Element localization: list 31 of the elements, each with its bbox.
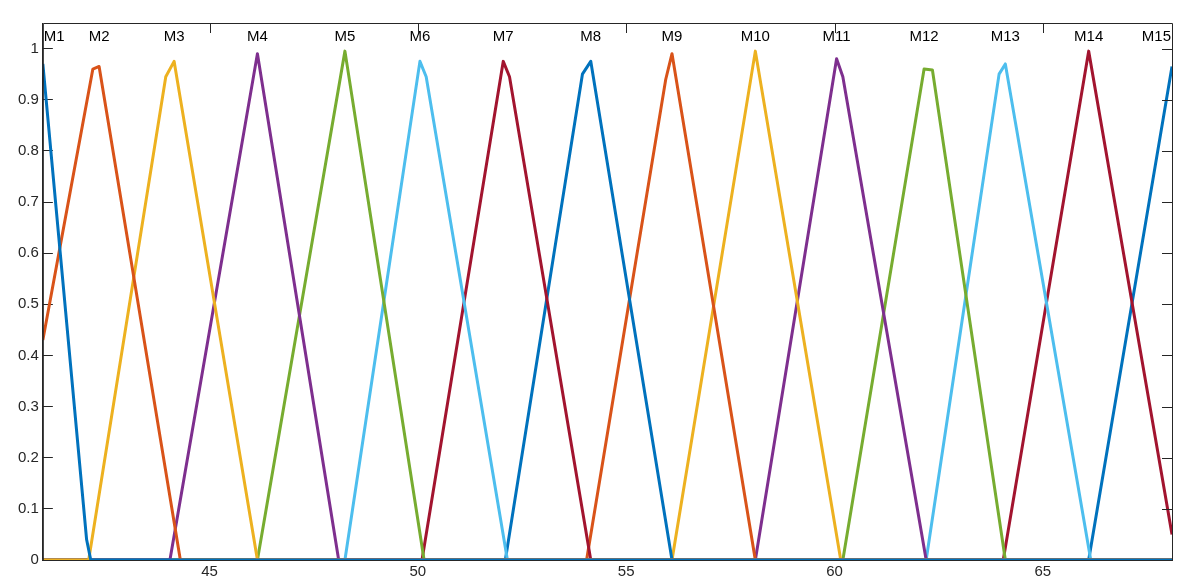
y-tick-label: 0.2 (17, 447, 39, 465)
series-label: M10 (740, 27, 770, 45)
series-label: M15 (1141, 27, 1172, 45)
series-label: M5 (334, 27, 356, 45)
series-label: M3 (163, 27, 185, 45)
x-tick-label: 65 (1034, 562, 1052, 580)
series-label: M1 (43, 27, 65, 45)
y-tick-label: 0.8 (17, 141, 39, 158)
x-tick-label: 55 (617, 562, 635, 580)
series-label: M7 (492, 27, 514, 45)
y-tick-label: 0.1 (17, 499, 39, 516)
y-tick-label: 0.6 (17, 243, 39, 261)
series-label: M13 (990, 27, 1020, 45)
y-tick-label: 0.3 (17, 396, 39, 414)
series-label: M6 (409, 27, 431, 45)
series-label: M8 (580, 27, 602, 45)
series-label: M12 (909, 27, 939, 45)
y-tick-label: 0 (30, 550, 39, 568)
series-label: M14 (1074, 27, 1104, 45)
y-tick-label: 0.7 (17, 192, 39, 210)
y-tick-label: 1 (30, 38, 39, 56)
x-tick-label: 50 (409, 562, 427, 580)
y-tick-label: 0.5 (17, 294, 39, 312)
y-tick-label: 0.4 (17, 345, 39, 363)
series-label: M2 (88, 27, 110, 45)
series-label: M9 (661, 27, 683, 45)
series-label: M11 (822, 27, 851, 45)
x-tick-label: 60 (826, 562, 843, 580)
series-label: M4 (247, 27, 268, 45)
y-tick-label: 0.9 (17, 89, 39, 107)
x-tick-label: 45 (201, 562, 218, 580)
